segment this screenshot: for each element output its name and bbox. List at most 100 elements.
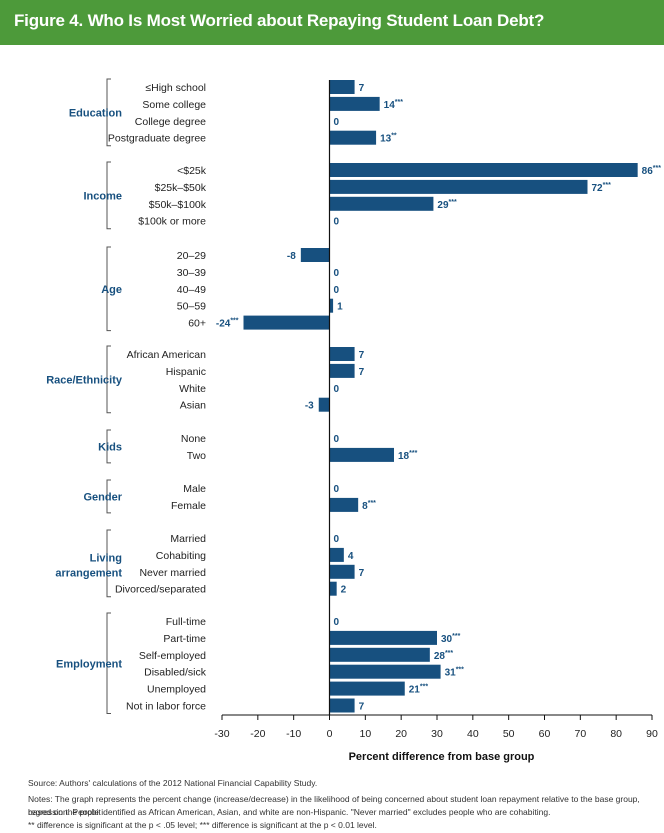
category-label: Two: [187, 450, 206, 462]
data-value: 28: [434, 651, 446, 662]
x-tick-label: -30: [214, 728, 229, 740]
bar: [329, 196, 434, 211]
category-label: Some college: [142, 99, 206, 111]
data-label: 0: [334, 484, 340, 495]
data-value: 0: [334, 384, 340, 395]
category-label: <$25k: [177, 165, 207, 177]
data-value: 7: [359, 702, 365, 713]
notes-line-2: regression. People identified as African…: [28, 807, 551, 817]
category-label: College degree: [135, 116, 206, 128]
category-label: Cohabiting: [156, 550, 206, 562]
category-label: Part-time: [163, 633, 206, 645]
bar: [329, 298, 334, 313]
category-label: Self-employed: [139, 650, 206, 662]
data-value: 86: [642, 166, 654, 177]
data-label: 72***: [592, 182, 612, 194]
data-label: 2: [341, 585, 347, 596]
data-label: 28***: [434, 650, 454, 662]
x-tick-label: 30: [431, 728, 443, 740]
category-label: Hispanic: [166, 366, 206, 378]
group-bracket: [106, 529, 111, 598]
group-bracket: [106, 479, 111, 514]
bar: [329, 647, 430, 662]
significance-marker: **: [391, 133, 397, 140]
data-label: 7: [359, 350, 365, 361]
category-label: Male: [183, 483, 206, 495]
data-label: 8***: [362, 500, 376, 512]
data-label: 14***: [384, 99, 404, 111]
bar: [329, 497, 359, 512]
group-label: Kids: [98, 441, 122, 453]
significance-marker: ***: [456, 667, 464, 674]
data-label: 0: [334, 217, 340, 228]
group-label: Age: [101, 284, 122, 296]
category-label: ≤High school: [145, 82, 206, 94]
category-label: $100k or more: [138, 216, 206, 228]
significance-marker: ***: [420, 684, 428, 691]
category-label: $25k–$50k: [155, 182, 207, 194]
significance-marker: ***: [395, 99, 403, 106]
data-value: 0: [334, 268, 340, 279]
bar: [329, 564, 355, 579]
category-label: 50–59: [177, 301, 206, 313]
bar: [329, 630, 437, 645]
data-value: 7: [359, 350, 365, 361]
data-label: 31***: [445, 667, 465, 679]
data-value: 0: [334, 617, 340, 628]
data-value: 21: [409, 685, 421, 696]
data-label: 13**: [380, 133, 397, 145]
significance-note: ** difference is significant at the p < …: [28, 820, 377, 830]
category-label: 30–39: [177, 267, 206, 279]
group-bracket: [106, 345, 111, 414]
data-label: 18***: [398, 450, 418, 462]
significance-marker: ***: [603, 182, 611, 189]
data-value: 0: [334, 434, 340, 445]
data-value: 13: [380, 134, 392, 145]
data-label: 0: [334, 434, 340, 445]
data-value: 7: [359, 83, 365, 94]
category-label: Unemployed: [147, 684, 206, 696]
data-label: 7: [359, 83, 365, 94]
bar: [329, 163, 638, 177]
group-label: Race/Ethnicity: [46, 374, 123, 386]
category-label: Not in labor force: [126, 701, 206, 713]
data-label: 29***: [437, 199, 457, 211]
significance-marker: ***: [449, 199, 457, 206]
category-label: $50k–$100k: [149, 199, 207, 211]
category-label: Married: [170, 533, 206, 545]
source-note: Source: Authors' calculations of the 201…: [28, 778, 318, 788]
x-axis-title: Percent difference from base group: [349, 751, 535, 763]
data-value: 2: [341, 585, 347, 596]
category-label: Female: [171, 500, 206, 512]
group-bracket: [106, 246, 111, 332]
category-label: Never married: [139, 567, 206, 579]
data-label: 0: [334, 384, 340, 395]
bar: [329, 130, 377, 145]
notes-line-1: Notes: The graph represents the percent …: [28, 794, 640, 817]
significance-marker: ***: [445, 650, 453, 657]
x-tick-label: 50: [503, 728, 515, 740]
bar: [329, 547, 344, 562]
data-label: -24***: [216, 318, 239, 330]
category-label: Asian: [180, 400, 206, 412]
group-bracket: [106, 612, 111, 714]
x-tick-label: -20: [250, 728, 265, 740]
data-value: 0: [334, 117, 340, 128]
group-label: Employment: [56, 658, 122, 670]
data-value: 0: [334, 217, 340, 228]
data-value: 18: [398, 451, 410, 462]
x-tick-label: 80: [610, 728, 622, 740]
category-label: White: [179, 383, 206, 395]
category-label: 40–49: [177, 284, 206, 296]
data-label: 0: [334, 268, 340, 279]
significance-marker: ***: [230, 318, 238, 325]
significance-marker: ***: [368, 500, 376, 507]
group-bracket: [106, 429, 111, 464]
data-value: 14: [384, 100, 396, 111]
x-tick-label: 60: [539, 728, 551, 740]
data-label: 30***: [441, 633, 461, 645]
category-label: None: [181, 433, 206, 445]
x-tick-label: -10: [286, 728, 301, 740]
data-value: 1: [337, 302, 343, 313]
